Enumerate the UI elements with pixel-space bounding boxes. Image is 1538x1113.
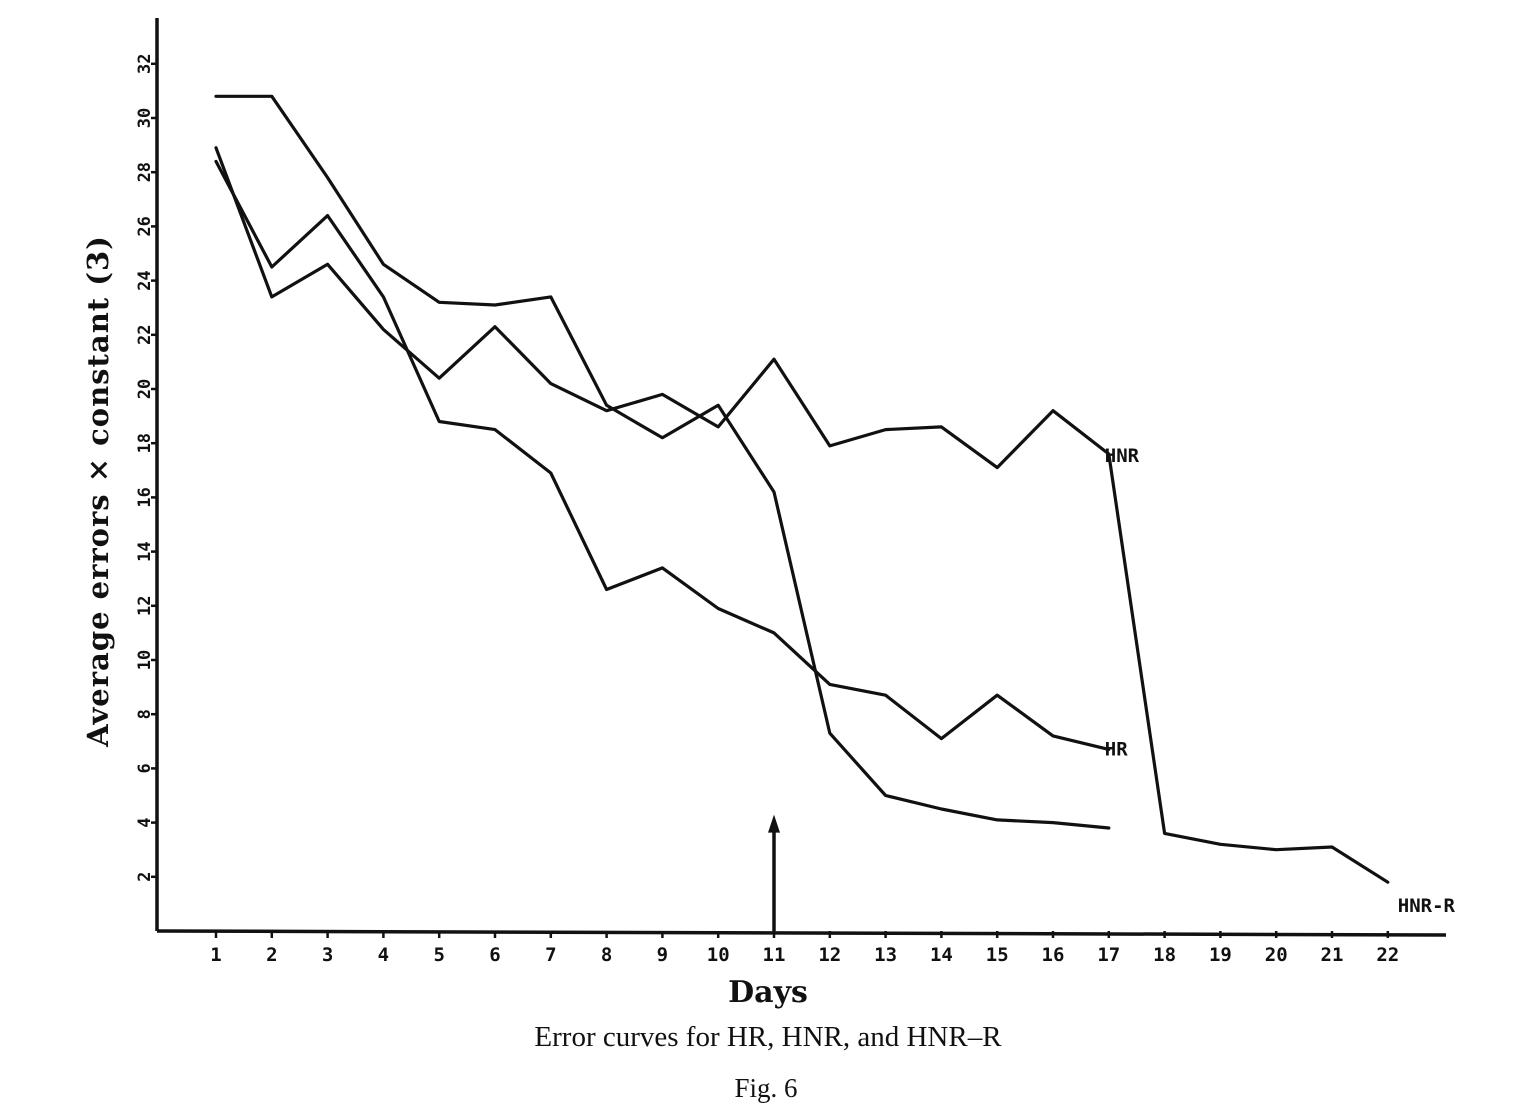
arrow-head [768, 814, 780, 833]
y-tick-label: 8 [135, 709, 155, 719]
x-tick-label: 14 [930, 944, 953, 966]
y-tick-label: 14 [135, 541, 155, 561]
x-tick-label: 6 [489, 944, 500, 966]
series-labels: HNR HR HNR-R [1105, 445, 1456, 917]
y-tick-label: 2 [135, 872, 155, 882]
x-tick-label: 3 [322, 944, 333, 966]
x-tick-label: 11 [763, 944, 786, 966]
x-tick-label: 22 [1376, 944, 1399, 966]
x-tick-label: 13 [874, 944, 897, 966]
y-tick-label: 16 [135, 487, 155, 507]
x-tick-label: 1 [210, 944, 221, 966]
x-tick-label: 4 [378, 944, 389, 966]
y-tick-label: 28 [135, 162, 155, 182]
y-tick-label: 18 [135, 433, 155, 453]
y-tick-label: 12 [135, 596, 155, 616]
x-tick-label: 5 [433, 944, 444, 966]
x-tick-label: 8 [601, 944, 612, 966]
series-line-hr [214, 159, 1111, 752]
x-tick-label: 19 [1209, 944, 1232, 966]
y-tick-label: 10 [135, 650, 155, 670]
x-tick-label: 17 [1097, 944, 1120, 966]
x-axis-line [156, 929, 1447, 937]
x-tick-label: 21 [1321, 944, 1344, 966]
y-tick-label: 22 [135, 325, 155, 345]
y-axis-title: Average errors × constant (3) [81, 235, 115, 748]
series-label-hr: HR [1105, 738, 1128, 760]
x-ticks: 1 2 3 4 5 6 7 8 9 10 11 12 13 14 15 16 17 18 19 20 21 22 [210, 931, 1399, 966]
series-label-hnr-r: HNR-R [1398, 895, 1456, 917]
y-tick-label: 30 [135, 108, 155, 128]
series-label-hnr: HNR [1105, 445, 1140, 467]
x-tick-label: 10 [707, 944, 730, 966]
x-tick-label: 2 [266, 944, 277, 966]
y-tick-label: 6 [135, 763, 155, 773]
x-tick-label: 15 [986, 944, 1009, 966]
figure-caption: Error curves for HR, HNR, and HNR–R [534, 1021, 1002, 1053]
y-tick-label: 24 [135, 270, 155, 290]
day-11-arrow [768, 814, 780, 931]
figure-number: Fig. 6 [734, 1073, 797, 1103]
y-tick-label: 32 [135, 54, 155, 74]
axes [155, 18, 1447, 937]
series-lines [214, 94, 1390, 884]
x-tick-label: 9 [657, 944, 668, 966]
x-tick-label: 16 [1042, 944, 1065, 966]
x-tick-label: 20 [1265, 944, 1288, 966]
series-line-hnr [214, 94, 1111, 830]
y-tick-label: 26 [135, 216, 155, 236]
x-axis-title: Days [728, 975, 808, 1010]
x-tick-label: 18 [1153, 944, 1176, 966]
x-tick-label: 7 [545, 944, 556, 966]
series-line-hnr-r [214, 146, 1390, 884]
x-tick-label: 12 [818, 944, 841, 966]
y-tick-label: 20 [135, 379, 155, 399]
y-tick-label: 4 [135, 817, 155, 827]
